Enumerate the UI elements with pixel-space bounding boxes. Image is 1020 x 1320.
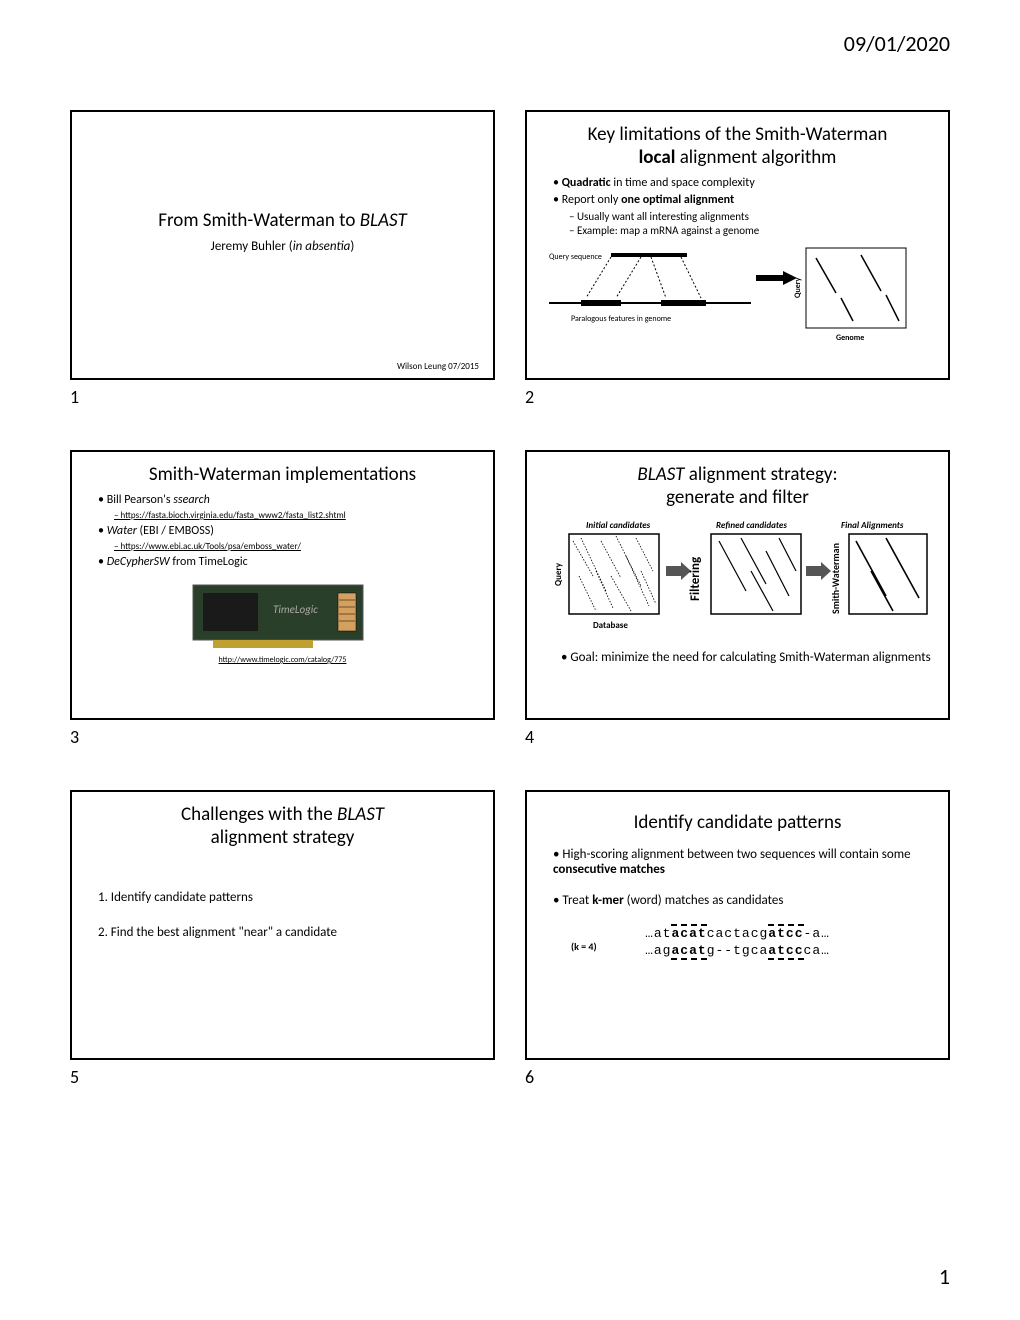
- slide1-subtitle: Jeremy Buhler (in absentia): [86, 239, 479, 254]
- slide-3-wrap: Smith-Waterman implementations Bill Pear…: [70, 450, 495, 750]
- timelogic-card: TimeLogic: [183, 575, 383, 655]
- slide4-title: BLAST alignment strategy: generate and f…: [541, 464, 934, 510]
- slide-6: Identify candidate patterns High-scoring…: [525, 790, 950, 1060]
- slide2-bullet1: Quadratic in time and space complexity: [553, 176, 934, 190]
- label-sw: Smith-Waterman: [829, 543, 842, 614]
- slide-grid: From Smith-Waterman to BLAST Jeremy Buhl…: [70, 110, 950, 1090]
- label-final: Final Alignments: [841, 520, 904, 531]
- label-initial: Initial candidates: [586, 520, 651, 531]
- slide3-title: Smith-Waterman implementations: [86, 464, 479, 487]
- slide5-num: 5: [70, 1066, 79, 1088]
- slide-3: Smith-Waterman implementations Bill Pear…: [70, 450, 495, 720]
- slide5-item2: 2. Find the best alignment "near" a cand…: [98, 925, 479, 940]
- slide6-title: Identify candidate patterns: [541, 812, 934, 835]
- slide-4: BLAST alignment strategy: generate and f…: [525, 450, 950, 720]
- slide3-caption[interactable]: http://www.timelogic.com/catalog/775: [86, 655, 479, 665]
- slide4-goal: Goal: minimize the need for calculating …: [561, 650, 934, 665]
- slide3-link1[interactable]: https://fasta.bioch.virginia.edu/fasta_w…: [114, 510, 479, 521]
- slide3-b1: Bill Pearson's ssearch: [98, 493, 479, 507]
- slide-4-wrap: BLAST alignment strategy: generate and f…: [525, 450, 950, 750]
- label-query: Query: [553, 562, 564, 586]
- slide1-title: From Smith-Waterman to BLAST: [86, 210, 479, 233]
- slide-5: Challenges with the BLAST alignment stra…: [70, 790, 495, 1060]
- slide3-b2: Water (EBI / EMBOSS): [98, 524, 479, 538]
- slide6-b2: Treat k-mer (word) matches as candidates: [553, 893, 934, 908]
- label-refined: Refined candidates: [716, 520, 787, 531]
- slide2-num: 2: [525, 386, 534, 408]
- slide5-item1: 1. Identify candidate patterns: [98, 890, 479, 905]
- slide4-diagram: Initial candidates Refined candidates Fi…: [541, 516, 931, 646]
- header-date: 09/01/2020: [844, 30, 950, 57]
- axis-query: Query: [793, 277, 803, 298]
- svg-text:TimeLogic: TimeLogic: [273, 603, 318, 616]
- slide-1: From Smith-Waterman to BLAST Jeremy Buhl…: [70, 110, 495, 380]
- slide1-footer: Wilson Leung 07/2015: [397, 361, 479, 372]
- slide-2: Key limitations of the Smith-Waterman lo…: [525, 110, 950, 380]
- slide-2-wrap: Key limitations of the Smith-Waterman lo…: [525, 110, 950, 410]
- slide2-dash1: Usually want all interesting alignments: [569, 210, 934, 223]
- slide3-link2[interactable]: https://www.ebi.ac.uk/Tools/psa/emboss_w…: [114, 541, 479, 552]
- label-database: Database: [593, 620, 628, 631]
- seq-row2: …agacatg--tgcaatccca…: [541, 943, 934, 958]
- slide6-b1: High-scoring alignment between two seque…: [553, 847, 934, 877]
- slide1-num: 1: [70, 386, 79, 408]
- slide2-dash2: Example: map a mRNA against a genome: [569, 224, 934, 237]
- paralog-label: Paralogous features in genome: [571, 314, 671, 324]
- slide6-num: 6: [525, 1066, 534, 1088]
- slide2-title: Key limitations of the Smith-Waterman lo…: [541, 124, 934, 170]
- slide-1-wrap: From Smith-Waterman to BLAST Jeremy Buhl…: [70, 110, 495, 410]
- slide3-num: 3: [70, 726, 79, 748]
- slide-5-wrap: Challenges with the BLAST alignment stra…: [70, 790, 495, 1090]
- page-number: 1: [939, 1263, 950, 1290]
- slide2-diagram: Query sequence Paralogous features in ge…: [541, 243, 921, 343]
- slide-6-wrap: Identify candidate patterns High-scoring…: [525, 790, 950, 1090]
- query-seq-label: Query sequence: [549, 252, 602, 262]
- label-filtering: Filtering: [688, 556, 703, 601]
- slide3-b3: DeCypherSW from TimeLogic: [98, 555, 479, 569]
- seq-row1: …atacatcactacgatcc-a…: [541, 926, 934, 941]
- axis-genome: Genome: [836, 333, 864, 343]
- page: 09/01/2020 1 From Smith-Waterman to BLAS…: [0, 0, 1020, 1320]
- k-label: (k = 4): [571, 940, 597, 953]
- slide4-num: 4: [525, 726, 534, 748]
- slide2-bullet2: Report only one optimal alignment: [553, 193, 934, 207]
- slide5-title: Challenges with the BLAST alignment stra…: [86, 804, 479, 850]
